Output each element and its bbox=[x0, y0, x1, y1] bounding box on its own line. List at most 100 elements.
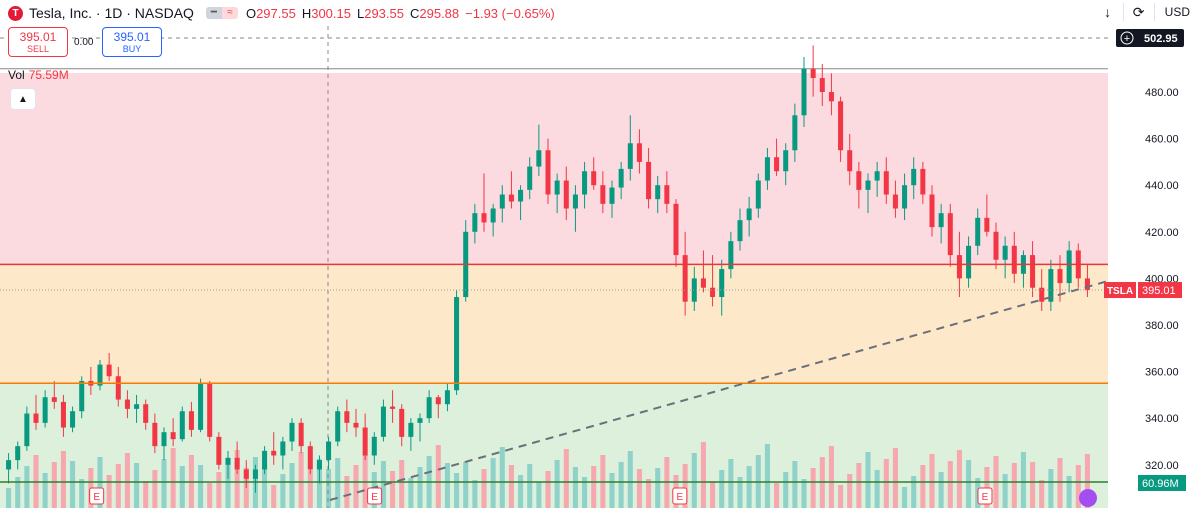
earnings-marker-label: E bbox=[371, 492, 378, 503]
crosshair-price-bg bbox=[1116, 29, 1184, 47]
volume-tag-bg bbox=[1138, 475, 1186, 491]
price-change: −1.93 (−0.65%) bbox=[465, 5, 555, 21]
candle-body bbox=[1057, 269, 1063, 284]
lightning-icon bbox=[1079, 489, 1097, 507]
volume-bar bbox=[344, 476, 350, 508]
candle-body bbox=[527, 166, 533, 190]
candle-body bbox=[956, 255, 962, 279]
candle-body bbox=[600, 185, 606, 204]
volume-bar bbox=[444, 463, 450, 508]
collapse-legend-button[interactable]: ▲ bbox=[10, 88, 36, 110]
volume-bar bbox=[316, 459, 322, 508]
volume-bar bbox=[79, 479, 85, 508]
volume-legend: Vol 75.59M bbox=[8, 68, 69, 82]
candle-body bbox=[115, 376, 121, 400]
volume-label: Vol bbox=[8, 68, 25, 82]
volume-bar bbox=[1048, 469, 1054, 508]
last-price-tag: 395.01 bbox=[1142, 285, 1176, 297]
volume-bar bbox=[216, 472, 222, 508]
candle-body bbox=[737, 220, 743, 242]
volume-bar bbox=[115, 464, 121, 508]
volume-bar bbox=[700, 442, 706, 508]
candle-body bbox=[700, 278, 706, 288]
volume-bar bbox=[508, 465, 514, 508]
candle-body bbox=[499, 194, 505, 209]
candle-body bbox=[207, 383, 213, 437]
candle-body bbox=[262, 450, 268, 470]
candle-body bbox=[883, 171, 889, 195]
candle-body bbox=[582, 171, 588, 195]
candle-body bbox=[1048, 269, 1054, 302]
candle-body bbox=[380, 406, 386, 437]
plus-circle-icon bbox=[1120, 31, 1134, 45]
volume-bar bbox=[737, 477, 743, 508]
market-status-pill[interactable]: ━ ≈ bbox=[205, 7, 238, 19]
volume-bar bbox=[618, 462, 624, 508]
price-axis-tick: 480.00 bbox=[1145, 87, 1179, 99]
candle-body bbox=[627, 143, 633, 169]
candle-body bbox=[938, 213, 944, 228]
candle-body bbox=[911, 168, 917, 186]
symbol-title[interactable]: Tesla, Inc. · 1D · NASDAQ bbox=[29, 5, 194, 21]
volume-value: 75.59M bbox=[28, 68, 69, 82]
currency-selector[interactable]: USD bbox=[1164, 5, 1190, 19]
candle-body bbox=[106, 364, 112, 377]
volume-bar bbox=[947, 461, 953, 508]
volume-bar bbox=[847, 474, 853, 508]
candle-body bbox=[719, 269, 725, 298]
buy-button[interactable]: 395.01 BUY bbox=[102, 27, 162, 57]
candle-body bbox=[984, 217, 990, 232]
volume-bar bbox=[1066, 476, 1072, 508]
candle-body bbox=[572, 194, 578, 209]
earnings-marker: E bbox=[89, 487, 105, 505]
candle-body bbox=[856, 171, 862, 190]
volume-bar bbox=[399, 460, 405, 508]
ohlc-high: H300.15 bbox=[301, 5, 351, 21]
volume-bar bbox=[106, 475, 112, 508]
volume-bar bbox=[719, 470, 725, 508]
price-axis-tick: 420.00 bbox=[1145, 227, 1179, 239]
volume-bar bbox=[1075, 465, 1081, 508]
price-axis-tick: 360.00 bbox=[1145, 367, 1179, 379]
earnings-marker-box bbox=[367, 487, 383, 505]
candle-body bbox=[170, 432, 176, 440]
candle-body bbox=[79, 380, 85, 412]
candle-body bbox=[472, 213, 478, 232]
candle-body bbox=[326, 441, 332, 461]
volume-bar bbox=[764, 444, 770, 508]
candle-body bbox=[42, 397, 48, 423]
candle-body bbox=[655, 185, 661, 200]
arrow-down-icon[interactable]: ↓ bbox=[1104, 4, 1112, 20]
volume-bar bbox=[828, 446, 834, 508]
candle-body bbox=[490, 208, 496, 223]
candle-body bbox=[252, 469, 258, 479]
candle-body bbox=[152, 422, 158, 447]
ohlc-close: C295.88 bbox=[409, 5, 460, 21]
candle-body bbox=[673, 203, 679, 256]
candle-body bbox=[307, 446, 313, 470]
volume-bar bbox=[646, 479, 652, 508]
reset-icon[interactable]: ⟳ bbox=[1132, 3, 1145, 20]
volume-bar bbox=[390, 471, 396, 508]
volume-bar bbox=[655, 468, 661, 508]
candle-body bbox=[444, 390, 450, 405]
volume-bar bbox=[24, 466, 30, 508]
candle-body bbox=[792, 115, 798, 151]
candle-body bbox=[1011, 245, 1017, 274]
candle-body bbox=[518, 189, 524, 202]
earnings-marker-box bbox=[977, 487, 993, 505]
volume-bar bbox=[892, 448, 898, 508]
price-axis[interactable]: 480.00460.00440.00420.00400.00380.00360.… bbox=[1104, 26, 1200, 508]
volume-bar bbox=[792, 461, 798, 508]
candle-body bbox=[97, 364, 103, 386]
volume-bar bbox=[298, 452, 304, 508]
trendline bbox=[329, 271, 1141, 501]
volume-bar bbox=[1084, 454, 1090, 508]
volume-bar bbox=[124, 453, 130, 508]
sell-button[interactable]: 395.01 SELL bbox=[8, 27, 68, 57]
candle-body bbox=[865, 180, 871, 190]
earnings-marker-label: E bbox=[93, 492, 100, 503]
spread-value: 0.00 bbox=[74, 36, 94, 48]
